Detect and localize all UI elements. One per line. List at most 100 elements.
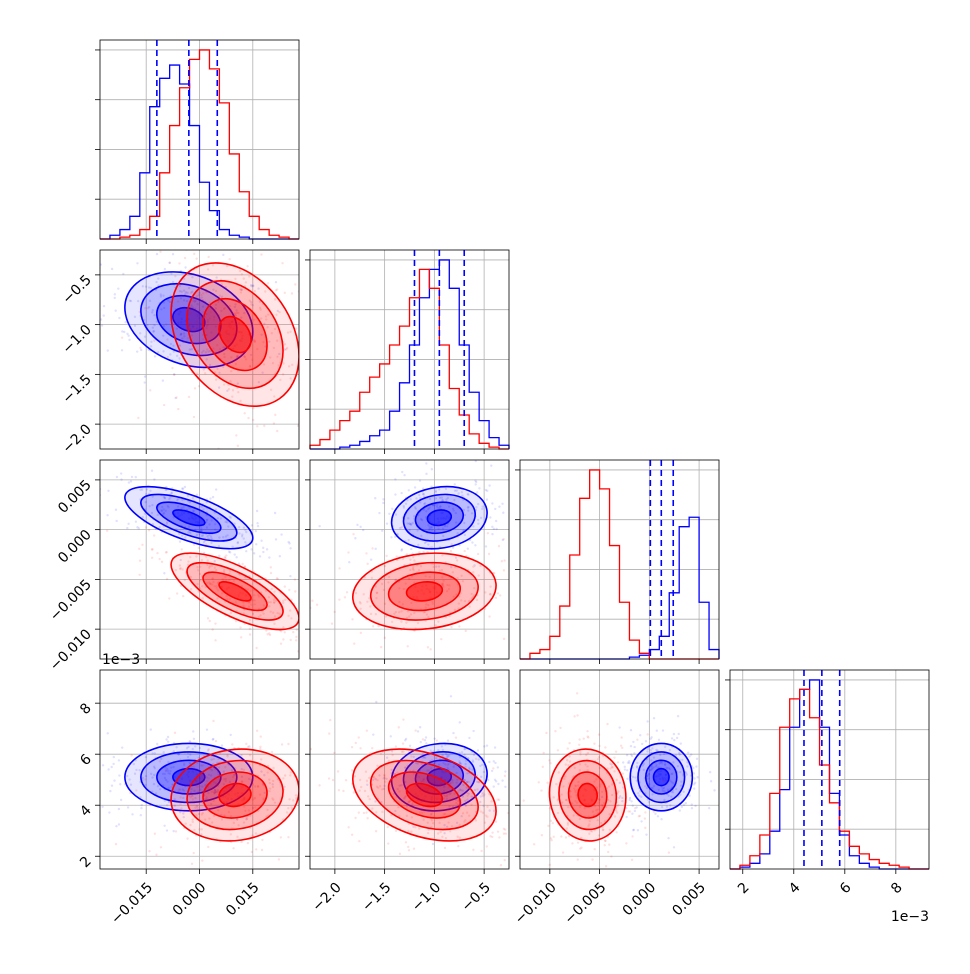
scatter-point-series-0 [433, 504, 437, 507]
scatter-point-series-0 [218, 371, 221, 375]
scatter-point-series-0 [115, 475, 119, 479]
scatter-point-series-0 [403, 473, 406, 477]
scatter-point-series-0 [189, 753, 192, 756]
scatter-point-series-1 [242, 277, 245, 280]
scatter-point-series-0 [462, 508, 466, 512]
scatter-point-series-0 [378, 774, 381, 777]
scatter-point-series-0 [446, 755, 450, 758]
scatter-point-series-0 [191, 747, 194, 751]
scatter-point-series-1 [337, 788, 341, 792]
scatter-point-series-0 [236, 541, 239, 545]
scatter-point-series-1 [365, 552, 368, 555]
scatter-point-series-1 [611, 766, 614, 769]
scatter-point-series-1 [169, 871, 171, 873]
scatter-point-series-0 [646, 774, 649, 778]
scatter-point-series-1 [207, 748, 210, 751]
scatter-point-series-0 [443, 786, 446, 789]
scatter-point-series-0 [200, 833, 203, 836]
scatter-point-series-1 [190, 794, 194, 797]
scatter-point-series-1 [201, 298, 205, 302]
scatter-point-series-0 [473, 564, 476, 567]
scatter-point-series-0 [652, 717, 656, 720]
scatter-point-series-0 [406, 522, 409, 525]
scatter-point-series-1 [579, 751, 582, 754]
scatter-point-series-1 [294, 327, 298, 330]
scatter-point-series-0 [202, 508, 205, 511]
scatter-point-series-0 [526, 514, 528, 516]
scatter-point-series-1 [331, 778, 335, 782]
scatter-point-series-1 [281, 262, 284, 265]
scatter-point-series-1 [250, 303, 253, 306]
scatter-point-series-0 [139, 796, 142, 799]
scatter-point-series-1 [338, 598, 341, 601]
scatter-point-series-0 [676, 765, 680, 768]
scatter-point-series-0 [634, 776, 637, 779]
scatter-point-series-1 [454, 736, 458, 739]
scatter-point-series-1 [234, 601, 238, 604]
scatter-point-series-0 [391, 507, 394, 510]
scatter-point-series-0 [651, 793, 654, 796]
scatter-point-series-1 [193, 758, 197, 762]
scatter-point-series-1 [235, 434, 238, 437]
scatter-point-series-0 [435, 505, 439, 509]
scatter-point-series-0 [641, 764, 645, 767]
scatter-point-series-1 [215, 178, 217, 180]
scatter-point-series-1 [314, 779, 316, 781]
scatter-point-series-0 [235, 556, 238, 559]
scatter-point-series-0 [423, 502, 426, 506]
scatter-point-series-1 [158, 557, 161, 561]
scatter-point-series-0 [654, 812, 657, 816]
scatter-point-series-0 [428, 527, 431, 531]
scatter-point-series-1 [206, 236, 208, 238]
scatter-point-series-1 [301, 814, 303, 816]
scatter-point-series-1 [476, 788, 479, 791]
scatter-point-series-1 [573, 766, 576, 770]
scatter-point-series-1 [213, 767, 217, 770]
scatter-point-series-1 [222, 383, 226, 386]
scatter-point-series-1 [251, 358, 254, 361]
scatter-point-series-1 [196, 324, 199, 328]
scatter-point-series-1 [206, 559, 209, 562]
scatter-point-series-0 [117, 823, 121, 826]
scatter-point-series-1 [229, 611, 233, 615]
scatter-point-series-0 [130, 475, 134, 479]
scatter-point-series-1 [556, 749, 560, 752]
scatter-point-series-1 [224, 234, 226, 236]
scatter-point-series-0 [100, 263, 103, 266]
scatter-point-series-0 [679, 742, 682, 745]
scatter-point-series-1 [638, 814, 642, 818]
scatter-point-series-1 [265, 318, 268, 321]
scatter-point-series-0 [490, 769, 494, 773]
scatter-point-series-1 [509, 601, 511, 603]
scatter-point-series-0 [229, 733, 232, 737]
scatter-point-series-1 [188, 322, 192, 325]
scatter-point-series-0 [167, 772, 170, 775]
scatter-point-series-0 [680, 780, 683, 783]
scatter-point-series-0 [137, 527, 141, 530]
scatter-point-series-1 [209, 310, 212, 314]
scatter-point-series-0 [463, 753, 466, 756]
scatter-point-series-0 [437, 527, 440, 531]
scatter-point-series-0 [175, 327, 179, 330]
scatter-point-series-0 [250, 548, 253, 551]
scatter-point-series-0 [425, 510, 428, 513]
scatter-point-series-1 [511, 547, 513, 549]
scatter-point-series-1 [182, 762, 186, 765]
scatter-point-series-0 [184, 536, 187, 539]
scatter-point-series-0 [491, 525, 494, 529]
scatter-point-series-0 [444, 763, 447, 766]
scatter-point-series-0 [430, 526, 433, 529]
scatter-point-series-1 [476, 552, 480, 556]
scatter-point-series-1 [438, 569, 441, 572]
scatter-point-series-0 [466, 798, 469, 801]
scatter-point-series-1 [260, 253, 263, 256]
scatter-point-series-0 [203, 551, 206, 555]
scatter-point-series-0 [183, 335, 186, 338]
scatter-point-series-0 [656, 815, 660, 818]
scatter-point-series-0 [671, 791, 675, 794]
scatter-point-series-1 [225, 594, 228, 598]
scatter-point-series-0 [151, 309, 154, 312]
scatter-point-series-0 [180, 332, 183, 336]
scatter-point-series-0 [162, 301, 166, 304]
scatter-point-series-0 [400, 548, 404, 551]
